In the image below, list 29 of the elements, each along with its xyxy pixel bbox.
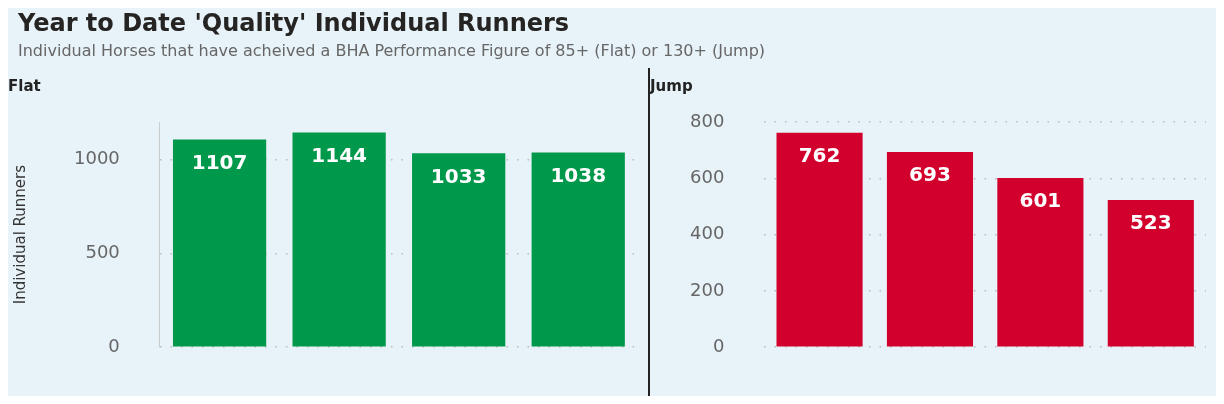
data-label: 601 — [1019, 188, 1062, 213]
chart-title: Jump — [649, 76, 693, 95]
y-tick-label: 500 — [85, 241, 120, 263]
data-label: 523 — [1129, 210, 1172, 235]
y-axis-title: Individual Runners — [10, 164, 29, 305]
data-label: 1144 — [311, 142, 367, 167]
bar — [1107, 199, 1194, 347]
y-tick-label: 800 — [690, 109, 725, 131]
bar — [531, 152, 625, 347]
text: Year to Date 'Quality' Individual Runners — [18, 8, 571, 38]
bar — [886, 152, 974, 347]
y-tick-label: 0 — [712, 334, 725, 356]
data-label: 1107 — [191, 149, 248, 174]
text: Flat — [8, 76, 41, 95]
y-tick-label: 600 — [690, 165, 725, 187]
text: Individual Horses that have acheived a BHA Performance Figure of 85+ (Flat) or 130+ (Jump) — [18, 40, 767, 62]
y-tick-label: 1000 — [74, 147, 120, 169]
y-tick-label: 0 — [108, 334, 120, 356]
data-label: 1033 — [430, 163, 487, 188]
bar — [292, 132, 386, 347]
data-label: 693 — [909, 162, 951, 187]
data-label: 1038 — [550, 162, 607, 187]
bar — [997, 178, 1084, 347]
bar — [776, 132, 863, 347]
data-label: 762 — [798, 142, 841, 167]
y-tick-label: 400 — [690, 222, 725, 244]
bar — [412, 153, 506, 347]
bar — [172, 139, 267, 347]
y-tick-label: 200 — [690, 278, 725, 300]
